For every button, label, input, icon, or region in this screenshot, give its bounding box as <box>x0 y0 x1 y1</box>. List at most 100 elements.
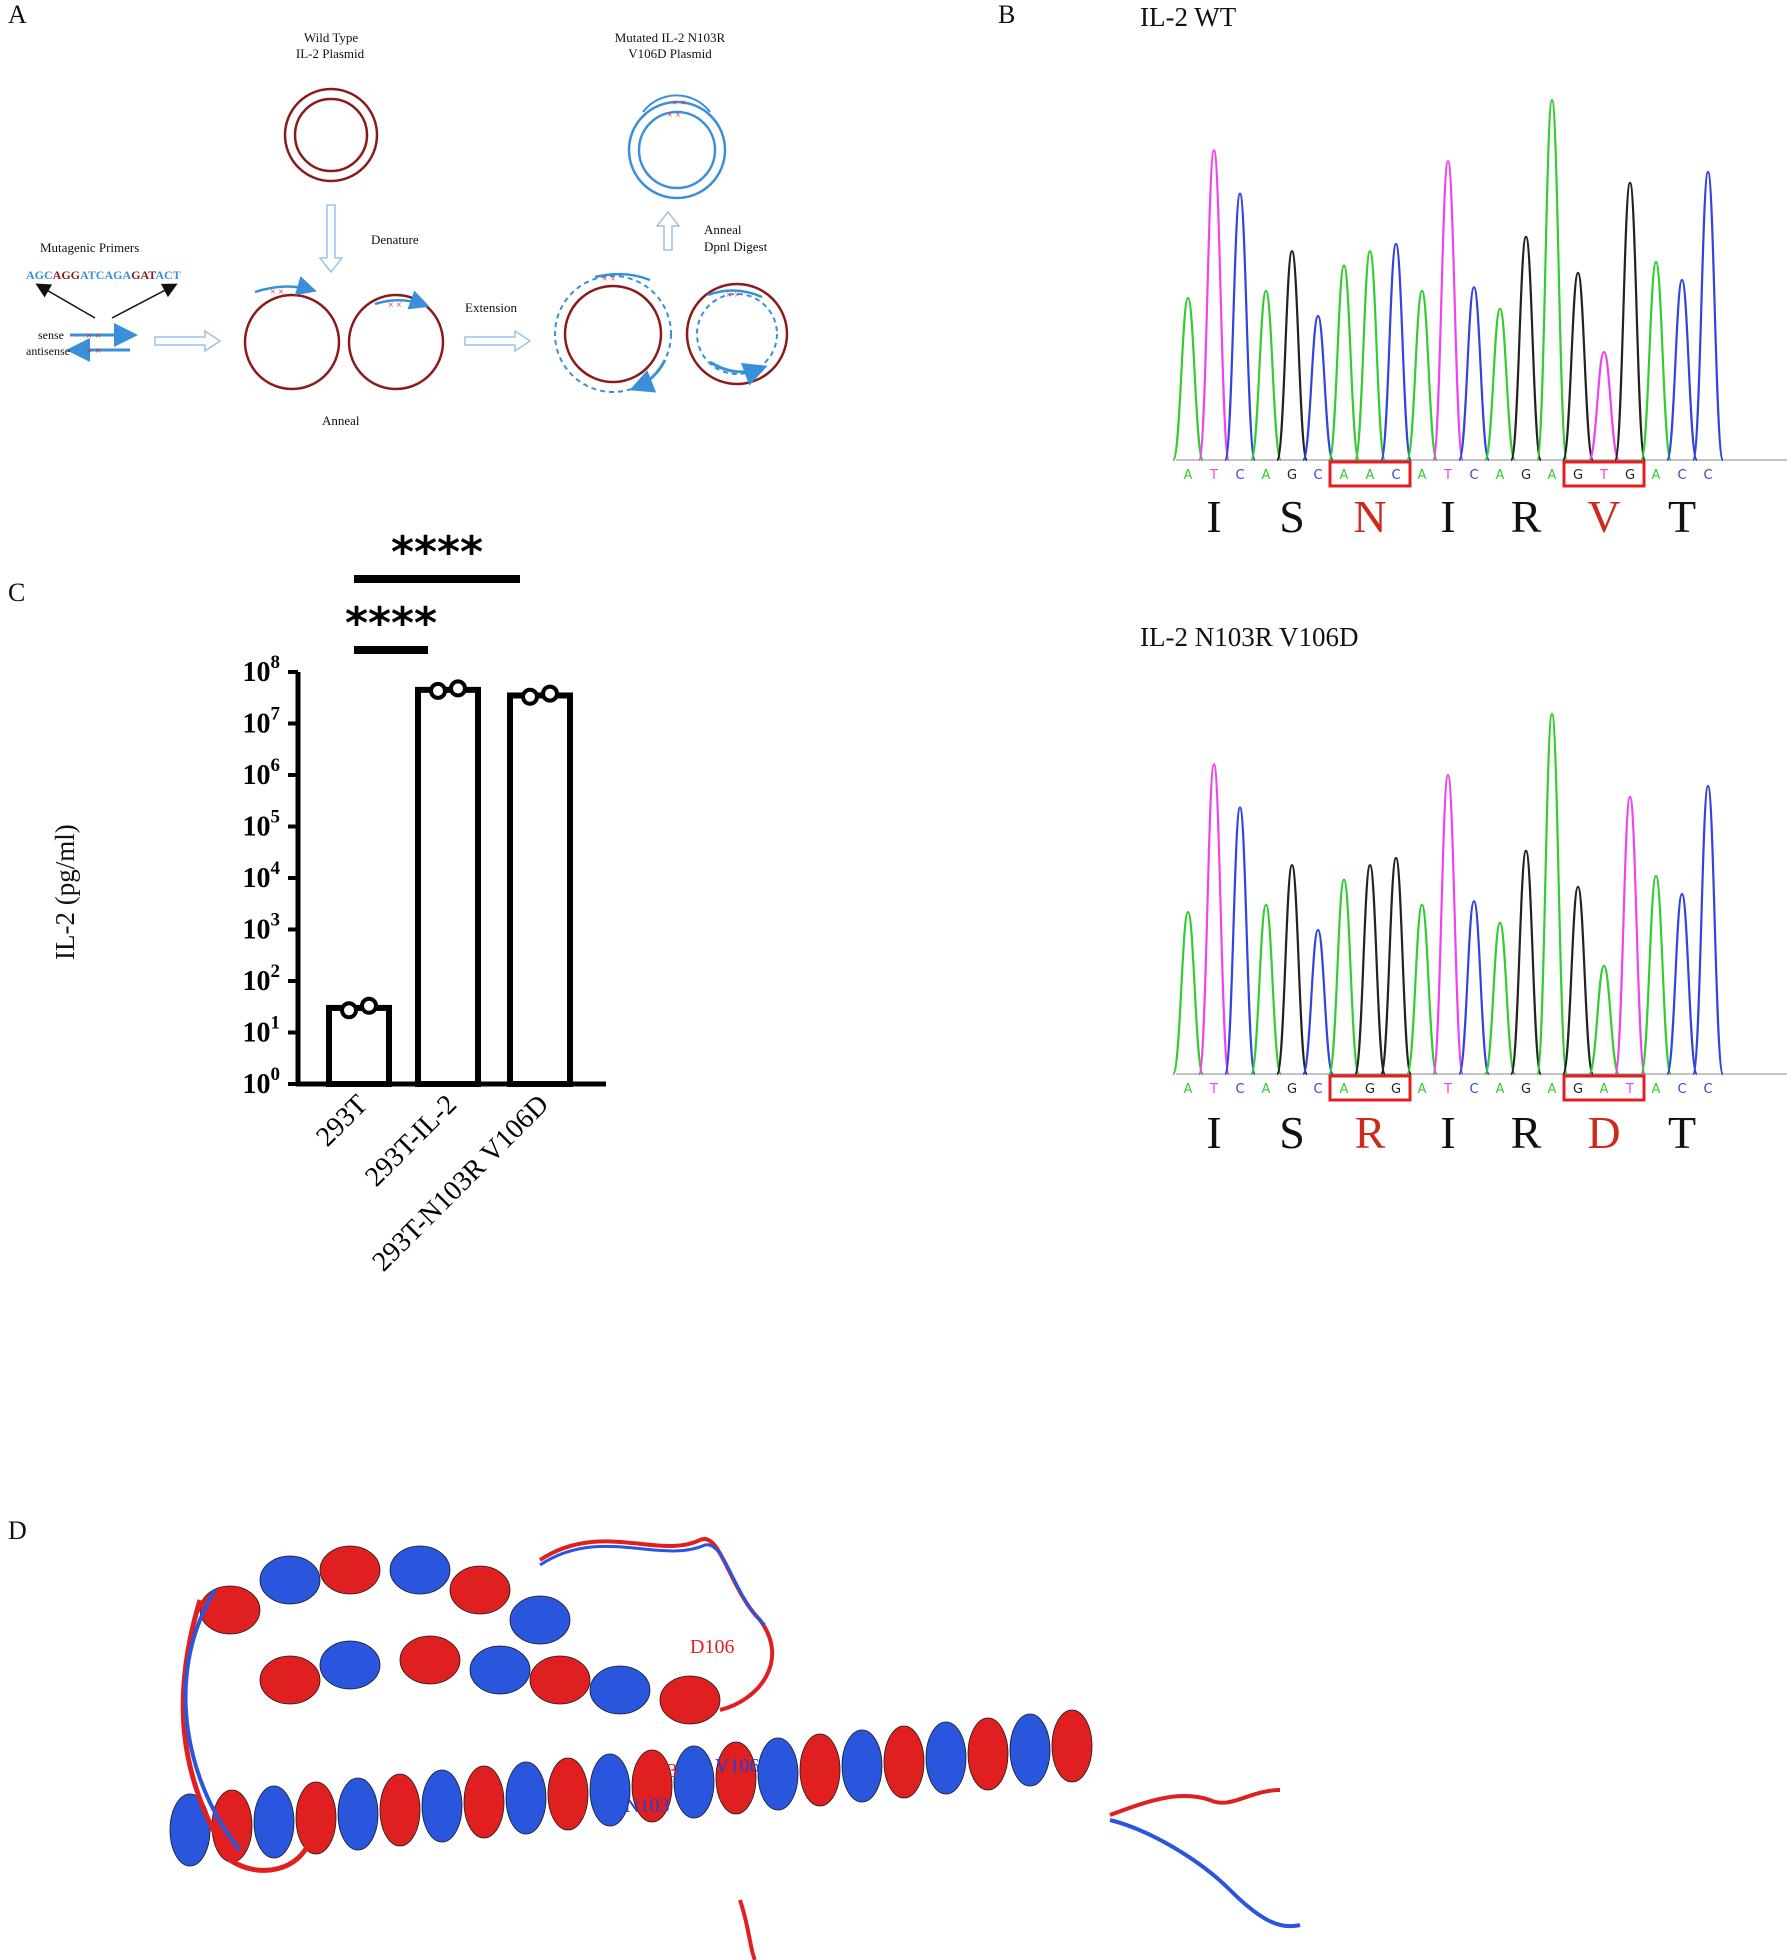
base-call: A <box>1340 468 1349 483</box>
base-call: G <box>1521 468 1531 483</box>
chromatogram-peak <box>1431 774 1465 1076</box>
antisense-label: antisense <box>26 344 70 358</box>
panel-label-c: C <box>8 578 26 607</box>
r103-label: R103 <box>634 1760 678 1782</box>
mutation-codon-box <box>1562 1074 1646 1102</box>
chromatogram-peak <box>1275 250 1309 462</box>
base-call: T <box>1209 1082 1218 1097</box>
base-call: C <box>1677 1082 1686 1097</box>
chromatogram-peak <box>1275 864 1309 1076</box>
panel-label-b: B <box>998 0 1016 29</box>
base-call: A <box>1496 468 1505 483</box>
data-point <box>340 1001 358 1020</box>
data-point <box>521 687 539 706</box>
base-call: G <box>1391 1082 1401 1097</box>
base-call: G <box>1365 1082 1375 1097</box>
chromatogram-peak <box>1171 296 1205 462</box>
helix-turn <box>799 1733 841 1807</box>
svg-text:× ×: × × <box>86 330 101 342</box>
base-call: T <box>1599 468 1608 483</box>
primer-seq-part: GAT <box>131 268 156 282</box>
chromatogram-peak <box>1561 885 1595 1076</box>
helix-turn <box>1051 1709 1093 1783</box>
base-call: G <box>1287 1082 1297 1097</box>
wild-type-plasmid-icon <box>283 87 379 183</box>
helix-turn <box>259 1655 321 1705</box>
v106-label: V106 <box>715 1755 760 1777</box>
svg-text:× ×: × × <box>270 287 284 298</box>
chromatogram-peak <box>1665 278 1699 462</box>
primer-sequence: AGCAGGATCAGAGATACT <box>26 268 181 283</box>
panel-label-a: A <box>8 0 27 29</box>
chromatogram-peak <box>1509 235 1543 462</box>
chromatogram-peak <box>1509 849 1543 1076</box>
amino-acid: I <box>1206 491 1221 542</box>
base-call: G <box>1625 468 1635 483</box>
svg-text:× ×: × × <box>86 345 101 357</box>
y-tick-label: 106 <box>243 755 281 791</box>
loop <box>738 1899 757 1960</box>
significance-label: **** <box>345 598 437 649</box>
helix-turn <box>449 1565 511 1615</box>
base-call: A <box>1184 1082 1193 1097</box>
bar <box>415 686 481 1087</box>
helix-turn <box>841 1729 883 1803</box>
data-point <box>541 684 559 703</box>
base-call: T <box>1443 1082 1452 1097</box>
amino-acid: T <box>1668 1107 1696 1158</box>
chromatogram-peak <box>1197 149 1231 462</box>
base-call: C <box>1703 468 1712 483</box>
y-tick-label: 105 <box>243 807 281 843</box>
data-point <box>429 681 447 700</box>
helix-turn <box>925 1721 967 1795</box>
chromatogram-peak <box>1379 856 1413 1076</box>
panel-label-d: D <box>8 1516 27 1545</box>
base-call: T <box>1209 468 1218 483</box>
helix-turn <box>399 1635 461 1685</box>
extension-label: Extension <box>465 300 517 315</box>
helix-turn <box>259 1555 321 1605</box>
helix-turn <box>211 1789 253 1863</box>
amino-acid: S <box>1279 491 1305 542</box>
loop <box>539 1543 766 1627</box>
amino-acid: I <box>1206 1107 1221 1158</box>
y-tick-label: 108 <box>243 652 281 688</box>
helix-turn <box>319 1640 381 1690</box>
data-point <box>449 679 467 698</box>
loop <box>183 1588 242 1852</box>
base-call: C <box>1469 1082 1478 1097</box>
chromatogram-peak <box>1483 921 1517 1076</box>
bar <box>326 1004 392 1088</box>
mutation-codon-box <box>1328 460 1412 488</box>
helix-turn <box>505 1761 547 1835</box>
base-call: A <box>1366 468 1375 483</box>
mutated-plasmid-icon: × × × × <box>627 94 727 200</box>
base-call: C <box>1235 1082 1244 1097</box>
base-call: A <box>1262 468 1271 483</box>
y-tick-label: 104 <box>243 858 281 894</box>
helix-turn <box>589 1665 651 1715</box>
primer-seq-part: ATCAGA <box>80 268 132 282</box>
amino-acid: S <box>1279 1107 1305 1158</box>
mutated-amino-acid: R <box>1355 1107 1386 1158</box>
base-call: C <box>1313 468 1322 483</box>
chromatogram-peak <box>1301 928 1335 1076</box>
base-call: T <box>1625 1082 1634 1097</box>
base-call: G <box>1521 1082 1531 1097</box>
chromatogram-peak <box>1691 170 1725 462</box>
chromatogram-peak <box>1613 795 1647 1076</box>
helix-turn <box>589 1753 631 1827</box>
helix-ribbons <box>169 1536 1301 1960</box>
amino-acid: I <box>1440 1107 1455 1158</box>
mutant-chromatogram-title: IL-2 N103R V106D <box>1140 622 1359 652</box>
helix-turn <box>389 1545 451 1595</box>
base-call: C <box>1469 468 1478 483</box>
to-anneal-arrow-icon <box>154 329 222 353</box>
base-call: C <box>1703 1082 1712 1097</box>
significance-label: **** <box>391 527 483 578</box>
chromatogram-peak <box>1457 286 1491 462</box>
wild-type-title-1: Wild Type <box>303 30 359 45</box>
mutation-codon-box <box>1328 1074 1412 1102</box>
base-call: C <box>1235 468 1244 483</box>
